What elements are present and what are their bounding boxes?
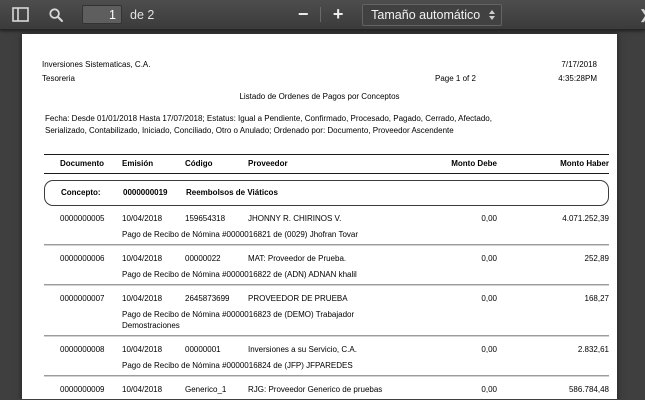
cell-debe: 0,00 bbox=[481, 345, 497, 354]
description-line-1: Pago de Recibo de Nómina #0000016822 de … bbox=[122, 270, 357, 279]
row-main: 0000000006 10/04/2018 00000022 MAT: Prov… bbox=[44, 253, 609, 265]
cell-emision: 10/04/2018 bbox=[122, 294, 163, 303]
pdf-toolbar: de 2 − + Tamaño automático ❯ bbox=[0, 0, 645, 30]
row-main: 0000000008 10/04/2018 00000001 Inversion… bbox=[44, 344, 609, 356]
cell-emision: 10/04/2018 bbox=[122, 345, 163, 354]
row-main: 0000000009 10/04/2018 Generico_1 RJG: Pr… bbox=[44, 384, 609, 396]
row-description: Pago de Recibo de Nómina #0000016823 de … bbox=[122, 309, 609, 331]
cell-emision: 10/04/2018 bbox=[122, 385, 163, 394]
select-arrows-icon bbox=[489, 9, 496, 21]
filter-line-2: Serializado, Contabilizado, Iniciado, Co… bbox=[45, 126, 454, 135]
table-row: 0000000009 10/04/2018 Generico_1 RJG: Pr… bbox=[44, 377, 609, 399]
zoom-out-button[interactable]: − bbox=[291, 3, 315, 27]
row-divider bbox=[44, 335, 609, 337]
concept-name: Reembolsos de Viáticos bbox=[186, 188, 278, 197]
description-line-2: Demostraciones bbox=[122, 321, 180, 330]
row-divider bbox=[44, 375, 609, 377]
report-title: Listado de Ordenes de Pagos por Concepto… bbox=[239, 92, 400, 101]
cell-proveedor: RJG: Proveedor Generico de pruebas bbox=[248, 385, 383, 394]
report-time: 4:35:28PM bbox=[558, 74, 597, 83]
document-page: Inversiones Sistematicas, C.A. 7/17/2018… bbox=[22, 34, 617, 399]
sidebar-toggle-icon bbox=[11, 7, 29, 22]
page-of-label: Page 1 of 2 bbox=[435, 74, 476, 83]
col-monto-haber: Monto Haber bbox=[560, 159, 609, 168]
find-button[interactable] bbox=[42, 3, 70, 27]
cell-debe: 0,00 bbox=[481, 214, 497, 223]
table-row: 0000000008 10/04/2018 00000001 Inversion… bbox=[44, 337, 609, 375]
report-filters: Fecha: Desde 01/01/2018 Hasta 17/07/2018… bbox=[45, 113, 595, 137]
cell-debe: 0,00 bbox=[481, 294, 497, 303]
concept-code: 0000000019 bbox=[123, 188, 168, 197]
zoom-in-button[interactable]: + bbox=[326, 3, 350, 27]
description-line-1: Pago de Recibo de Nómina #0000016823 de … bbox=[122, 310, 355, 319]
cell-emision: 10/04/2018 bbox=[122, 214, 163, 223]
row-main: 0000000007 10/04/2018 2645873699 PROVEED… bbox=[44, 293, 609, 305]
cell-emision: 10/04/2018 bbox=[122, 254, 163, 263]
viewer-scroll-area[interactable]: Inversiones Sistematicas, C.A. 7/17/2018… bbox=[0, 30, 645, 399]
cell-codigo: 2645873699 bbox=[185, 294, 230, 303]
col-proveedor: Proveedor bbox=[248, 159, 288, 168]
concept-label: Concepto: bbox=[61, 188, 101, 197]
cell-debe: 0,00 bbox=[481, 385, 497, 394]
cell-documento: 0000000008 bbox=[60, 345, 105, 354]
zoom-level-value: Tamaño automático bbox=[371, 7, 481, 22]
table-row: 0000000006 10/04/2018 00000022 MAT: Prov… bbox=[44, 246, 609, 284]
table-row: 0000000007 10/04/2018 2645873699 PROVEED… bbox=[44, 286, 609, 335]
cell-documento: 0000000006 bbox=[60, 254, 105, 263]
cell-haber: 586.784,48 bbox=[568, 385, 609, 394]
sidebar-toggle-button[interactable] bbox=[6, 3, 34, 27]
filter-line-1: Fecha: Desde 01/01/2018 Hasta 17/07/2018… bbox=[45, 114, 492, 123]
table-row: 0000000005 10/04/2018 159654318 JHONNY R… bbox=[44, 206, 609, 244]
cell-haber: 4.071.252,39 bbox=[562, 214, 609, 223]
cell-codigo: 00000022 bbox=[185, 254, 221, 263]
cell-proveedor: Inversiones a su Servicio, C.A. bbox=[248, 345, 357, 354]
secondary-toolbar-partial-icon[interactable]: ❯ bbox=[639, 6, 645, 24]
toolbar-divider bbox=[320, 7, 322, 22]
header-gap bbox=[435, 58, 527, 72]
cell-haber: 252,89 bbox=[584, 254, 609, 263]
zoom-level-select[interactable]: Tamaño automático bbox=[362, 3, 503, 26]
col-documento: Documento bbox=[60, 159, 104, 168]
cell-proveedor: MAT: Proveedor de Prueba. bbox=[248, 254, 347, 263]
description-line-1: Pago de Recibo de Nómina #0000016824 de … bbox=[122, 361, 353, 370]
table-header-row: Documento Emisión Código Proveedor Monto… bbox=[44, 154, 609, 174]
department-name: Tesoreria bbox=[42, 74, 75, 83]
cell-codigo: Generico_1 bbox=[185, 385, 227, 394]
cell-haber: 2.832,61 bbox=[577, 345, 609, 354]
cell-proveedor: JHONNY R. CHIRINOS V. bbox=[248, 214, 342, 223]
cell-codigo: 00000001 bbox=[185, 345, 221, 354]
col-monto-debe: Monto Debe bbox=[451, 159, 497, 168]
cell-haber: 168,27 bbox=[584, 294, 609, 303]
row-description: Pago de Recibo de Nómina #0000016822 de … bbox=[122, 269, 609, 280]
row-description: Pago de Recibo de Nómina #0000016824 de … bbox=[122, 360, 609, 371]
cell-proveedor: PROVEEDOR DE PRUEBA bbox=[248, 294, 348, 303]
cell-documento: 0000000007 bbox=[60, 294, 105, 303]
col-emision: Emisión bbox=[122, 159, 154, 168]
cell-documento: 0000000005 bbox=[60, 214, 105, 223]
row-divider bbox=[44, 244, 609, 246]
page-number-input[interactable] bbox=[82, 5, 122, 24]
row-main: 0000000005 10/04/2018 159654318 JHONNY R… bbox=[44, 213, 609, 225]
company-name: Inversiones Sistematicas, C.A. bbox=[42, 60, 151, 69]
cell-documento: 0000000009 bbox=[60, 385, 105, 394]
search-icon bbox=[48, 7, 64, 23]
concept-band: Concepto: 0000000019 Reembolsos de Viáti… bbox=[44, 180, 609, 206]
cell-codigo: 159654318 bbox=[185, 214, 226, 223]
report-date: 7/17/2018 bbox=[561, 60, 597, 69]
col-codigo: Código bbox=[185, 159, 213, 168]
report-table: Documento Emisión Código Proveedor Monto… bbox=[44, 154, 609, 399]
row-description: Pago de Recibo de Nómina #0000016821 de … bbox=[122, 229, 609, 240]
row-divider bbox=[44, 284, 609, 286]
cell-debe: 0,00 bbox=[481, 254, 497, 263]
description-line-1: Pago de Recibo de Nómina #0000016821 de … bbox=[122, 230, 359, 239]
report-header: Inversiones Sistematicas, C.A. 7/17/2018… bbox=[42, 58, 597, 86]
page-count-label: de 2 bbox=[130, 7, 155, 22]
